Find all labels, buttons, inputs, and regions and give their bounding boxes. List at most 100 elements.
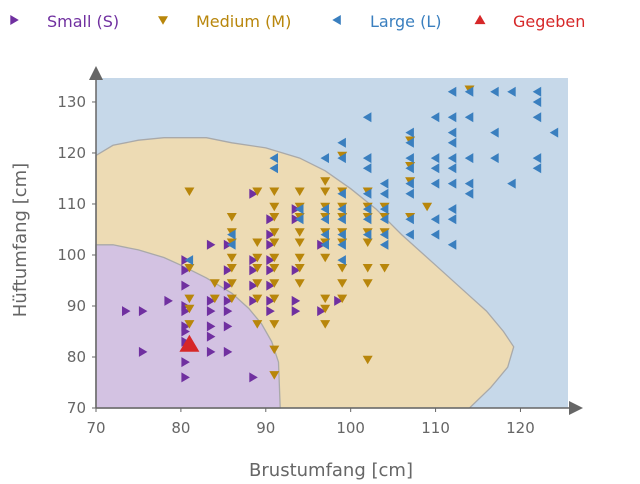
- data-point: [337, 229, 346, 240]
- data-point: [249, 265, 258, 276]
- data-point: [181, 280, 190, 291]
- data-point: [226, 253, 237, 263]
- axes: 70 80 90 100 110 120 70 80 90 100 110 120 130: [57, 66, 583, 437]
- data-point: [447, 178, 457, 189]
- data-point: [532, 97, 542, 107]
- data-point: [362, 188, 372, 199]
- data-point: [405, 137, 414, 148]
- data-point: [430, 178, 440, 189]
- data-point: [320, 294, 331, 304]
- y-tick-label: 80: [67, 348, 86, 366]
- data-point: [447, 153, 457, 164]
- data-point: [269, 253, 280, 263]
- data-point: [464, 112, 474, 123]
- data-point: [179, 334, 200, 352]
- x-tick-label: 80: [171, 419, 190, 437]
- y-tick-label: 90: [67, 297, 86, 315]
- data-point: [184, 304, 195, 314]
- data-point: [362, 153, 372, 164]
- data-point: [362, 279, 373, 288]
- data-point: [362, 355, 373, 365]
- data-point: [249, 295, 258, 306]
- data-point: [184, 264, 195, 273]
- x-axis-arrow: [569, 401, 583, 415]
- data-point: [405, 229, 414, 240]
- data-point: [337, 137, 346, 148]
- data-point: [295, 214, 304, 225]
- data-point: [447, 214, 457, 225]
- data-point: [464, 86, 474, 97]
- data-point: [226, 213, 237, 222]
- data-point: [223, 280, 233, 291]
- data-point: [405, 153, 414, 164]
- data-point: [549, 127, 559, 138]
- y-axis-arrow: [89, 66, 103, 80]
- data-point: [430, 229, 440, 240]
- data-point: [252, 320, 263, 329]
- data-point: [337, 188, 346, 199]
- legend-marker: [158, 16, 168, 25]
- data-point: [337, 264, 348, 273]
- data-point: [294, 253, 305, 263]
- data-point: [209, 279, 220, 288]
- data-point: [294, 279, 305, 288]
- y-tick-label: 70: [67, 399, 86, 417]
- y-tick-label: 120: [57, 144, 86, 162]
- data-point: [269, 345, 280, 355]
- data-point: [507, 178, 516, 189]
- x-tick-label: 90: [256, 419, 275, 437]
- data-point: [532, 86, 542, 97]
- data-point: [269, 213, 280, 222]
- data-point: [223, 295, 233, 306]
- data-point: [379, 214, 389, 225]
- y-tick-label: 110: [57, 195, 86, 213]
- data-point: [362, 204, 372, 215]
- data-point: [269, 163, 278, 174]
- data-point: [379, 229, 389, 240]
- data-point: [291, 265, 301, 276]
- series-gegeben: [179, 334, 200, 352]
- data-point: [362, 112, 372, 123]
- data-point: [337, 294, 348, 304]
- data-point: [447, 127, 457, 138]
- data-point: [266, 295, 275, 306]
- legend-marker: [474, 14, 486, 25]
- data-point: [266, 214, 275, 225]
- data-point: [206, 331, 216, 342]
- data-point: [507, 86, 516, 97]
- legend-label: Small (S): [47, 12, 119, 31]
- legend-label: Medium (M): [196, 12, 291, 31]
- data-point: [227, 239, 236, 250]
- data-point: [294, 228, 305, 237]
- data-point: [379, 188, 389, 199]
- data-point: [532, 163, 542, 174]
- data-point: [252, 294, 263, 304]
- data-point: [447, 204, 457, 215]
- data-point: [430, 163, 440, 174]
- data-point: [184, 294, 195, 304]
- y-tick-label: 100: [57, 246, 86, 264]
- x-tick-label: 110: [421, 419, 450, 437]
- data-point: [206, 346, 216, 357]
- data-point: [294, 264, 305, 273]
- data-point: [291, 306, 301, 317]
- data-point: [447, 163, 457, 174]
- data-point: [266, 255, 275, 266]
- data-point: [266, 280, 275, 291]
- data-point: [490, 127, 499, 138]
- data-point: [337, 214, 346, 225]
- data-point: [269, 202, 280, 212]
- legend-label: Large (L): [370, 12, 442, 31]
- data-point: [269, 187, 280, 196]
- data-point: [379, 204, 389, 215]
- data-point: [269, 228, 280, 237]
- x-tick-label: 100: [336, 419, 365, 437]
- legend-marker: [10, 15, 19, 25]
- data-point: [227, 229, 236, 240]
- data-point: [223, 265, 233, 276]
- data-point: [362, 214, 372, 225]
- legend: Small (S) Medium (M) Large (L) Gegeben: [10, 12, 585, 31]
- data-point: [405, 214, 414, 225]
- data-point: [184, 187, 195, 196]
